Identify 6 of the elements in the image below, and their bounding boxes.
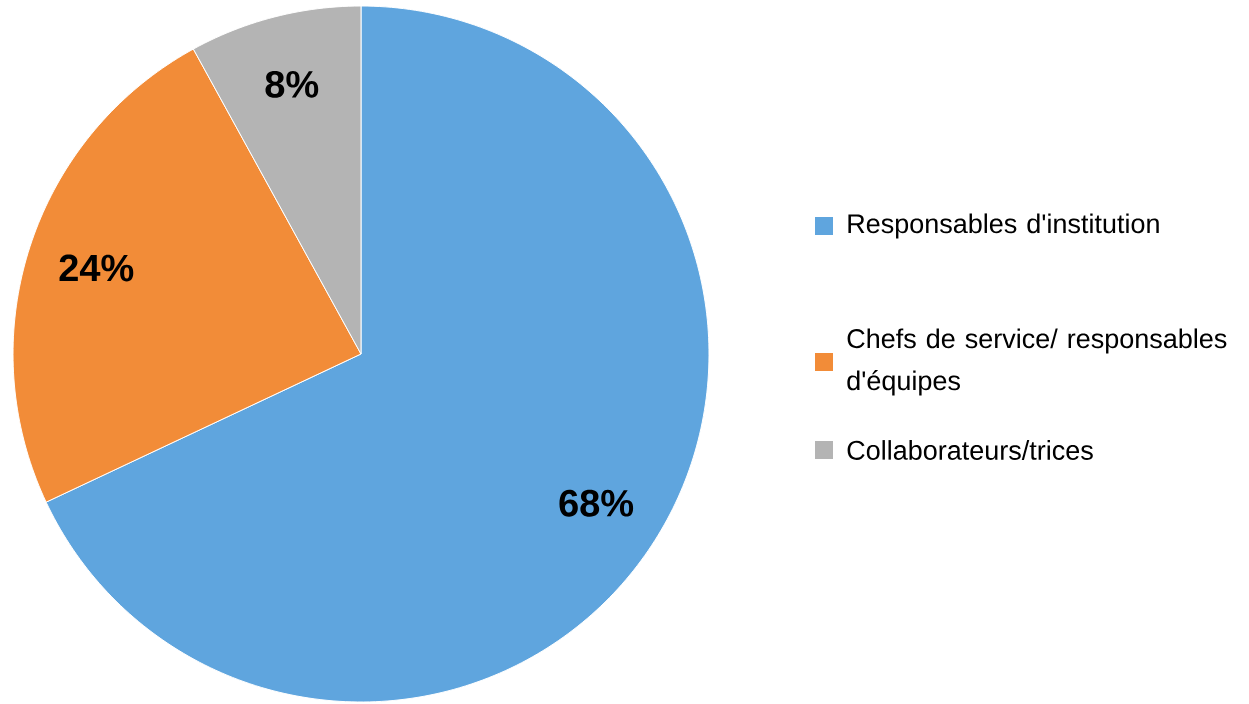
legend-label: Collaborateurs/trices <box>847 440 1093 460</box>
legend-label: Responsables d'institution <box>848 213 1159 239</box>
data-label: 68% <box>559 489 634 517</box>
data-label: 24% <box>59 254 134 282</box>
legend-label: Chefs de service/ responsables d'équipes <box>847 328 1227 396</box>
data-label: 8% <box>265 70 319 98</box>
